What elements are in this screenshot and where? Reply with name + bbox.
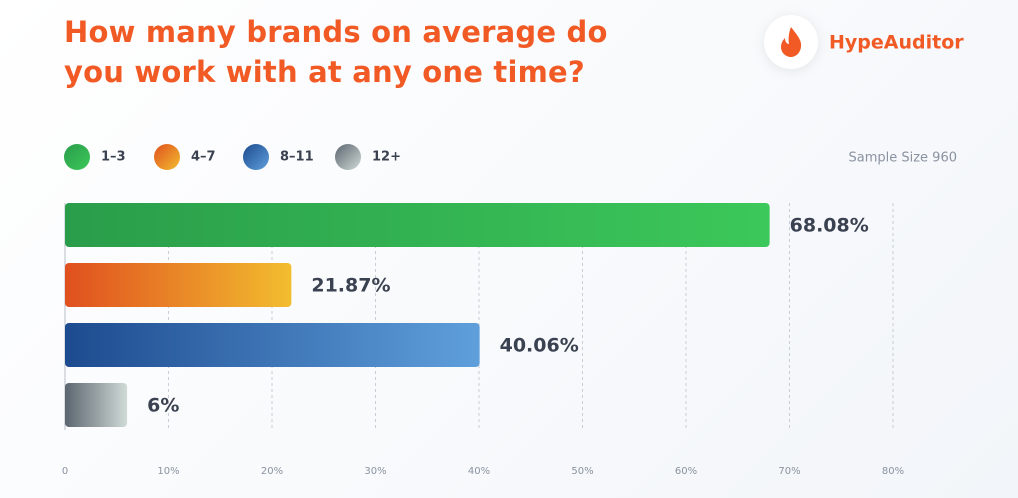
logo-flame <box>781 27 802 57</box>
bar <box>65 323 480 367</box>
legend-label: 8–11 <box>280 150 314 165</box>
legend-swatch <box>243 144 269 170</box>
x-tick-label: 50% <box>571 466 593 477</box>
legend-label: 1–3 <box>101 150 126 165</box>
value-label: 21.87% <box>311 275 390 297</box>
x-tick-label: 70% <box>778 466 800 477</box>
value-label: 40.06% <box>500 335 579 357</box>
sample-size-note: Sample Size 960 <box>848 151 957 166</box>
x-tick-label: 30% <box>364 466 386 477</box>
x-tick-label: 20% <box>261 466 283 477</box>
x-tick-label: 80% <box>882 466 904 477</box>
legend-swatch <box>64 144 90 170</box>
legend-label: 12+ <box>372 150 401 165</box>
x-tick-label: 0 <box>62 466 68 477</box>
x-tick-label: 60% <box>675 466 697 477</box>
legend-swatch <box>154 144 180 170</box>
value-label: 68.08% <box>790 215 869 237</box>
bar <box>65 383 128 427</box>
legend-label: 4–7 <box>191 150 216 165</box>
bar <box>65 263 292 307</box>
chart-title: How many brands on average do you work w… <box>64 15 608 89</box>
x-tick-label: 10% <box>157 466 179 477</box>
value-label: 6% <box>147 395 179 417</box>
x-tick-label: 40% <box>468 466 490 477</box>
brand-name: HypeAuditor <box>829 32 964 54</box>
bar <box>65 203 770 247</box>
legend-swatch <box>335 144 361 170</box>
